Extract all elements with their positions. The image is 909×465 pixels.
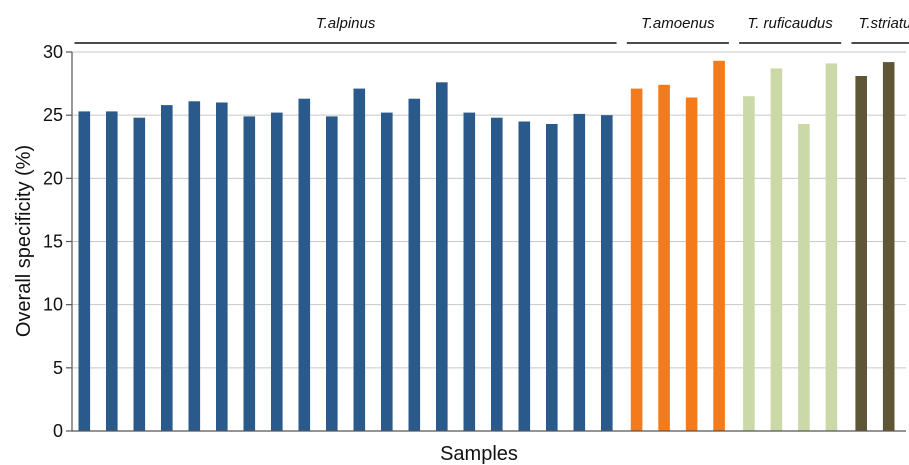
bar-3-1 <box>743 96 755 431</box>
bar-1-19 <box>573 113 586 432</box>
bar-1-12 <box>381 112 393 431</box>
bar-1-16 <box>491 117 503 431</box>
group-labels: T.alpinus T.amoenus T. ruficaudus T.striatu… <box>74 15 909 44</box>
bar-1-9 <box>298 98 311 431</box>
bars <box>78 60 895 432</box>
bar-1-10 <box>326 116 338 432</box>
y-tick-label-20: 20 <box>43 168 63 188</box>
bar-4-2 <box>882 62 895 431</box>
bar-2-4 <box>713 60 725 432</box>
bar-2-3 <box>685 97 698 431</box>
bar-1-20 <box>601 115 613 431</box>
bar-1-2 <box>106 111 118 432</box>
bar-1-18 <box>546 124 558 431</box>
bar-3-4 <box>825 63 838 432</box>
y-tick-label-30: 30 <box>43 42 63 62</box>
bar-3-3 <box>798 124 810 431</box>
group-label-3: T. ruficaudus <box>747 15 833 32</box>
bar-1-7 <box>243 116 256 432</box>
bar-1-11 <box>353 88 366 431</box>
group-label-2: T.amoenus <box>641 15 715 32</box>
bar-1-14 <box>436 82 448 432</box>
bar-1-17 <box>518 121 531 431</box>
y-tick-label-25: 25 <box>43 105 63 125</box>
bar-4-1 <box>855 76 867 431</box>
bar-1-3 <box>133 117 146 431</box>
bar-2-1 <box>630 88 643 431</box>
gridlines <box>72 51 906 369</box>
bar-3-2 <box>770 68 783 432</box>
bar-2-2 <box>658 84 670 432</box>
bar-1-1 <box>78 111 91 432</box>
y-axis-title: Overall specificity (%) <box>13 145 35 337</box>
group-label-1: T.alpinus <box>316 15 376 32</box>
group-label-4: T.striatus <box>859 15 909 32</box>
bar-1-15 <box>463 112 476 431</box>
bar-1-13 <box>408 98 421 431</box>
x-axis-title: Samples <box>440 443 518 465</box>
bar-1-4 <box>161 105 173 431</box>
y-tick-label-0: 0 <box>53 421 63 441</box>
bar-1-5 <box>188 101 201 432</box>
bar-1-8 <box>271 112 283 431</box>
y-tick-label-5: 5 <box>53 358 63 378</box>
y-tick-label-15: 15 <box>43 232 63 252</box>
bar-1-6 <box>216 102 228 431</box>
y-tick-labels: 0 5 10 15 20 25 30 <box>43 42 72 441</box>
y-tick-label-10: 10 <box>43 295 63 315</box>
